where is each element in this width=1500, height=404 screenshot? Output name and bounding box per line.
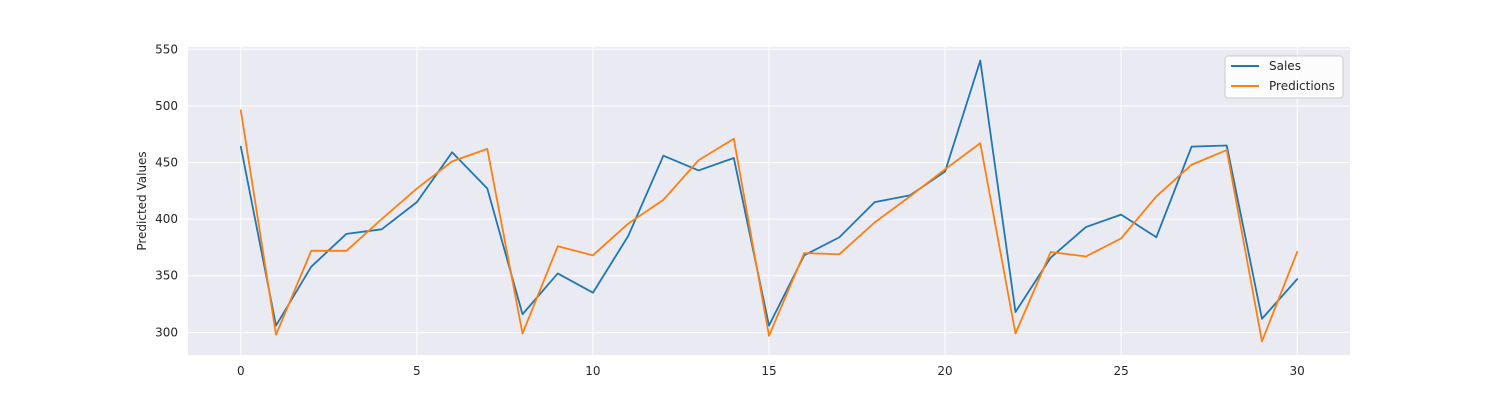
x-tick-label: 10: [585, 364, 600, 378]
x-tick-label: 15: [761, 364, 776, 378]
legend-label: Predictions: [1269, 79, 1335, 93]
x-tick-label: 5: [413, 364, 421, 378]
y-tick-label: 550: [155, 42, 178, 56]
y-tick-label: 400: [155, 212, 178, 226]
y-axis-ticks: 300 350 400 450 500 550: [155, 42, 178, 339]
series-line-sales: [239, 59, 1299, 327]
series-lines: [239, 59, 1299, 343]
y-tick-label: 350: [155, 269, 178, 283]
x-tick-label: 0: [237, 364, 245, 378]
y-tick-label: 500: [155, 99, 178, 113]
x-tick-label: 25: [1113, 364, 1128, 378]
legend-items: Sales Predictions: [1231, 59, 1335, 93]
y-axis-label: Predicted Values: [135, 151, 149, 250]
series-line-predictions: [239, 109, 1299, 343]
x-axis-ticks: 0 5 10 15 20 25 30: [237, 364, 1305, 378]
legend: Sales Predictions: [1224, 55, 1344, 99]
legend-label: Sales: [1269, 59, 1301, 73]
x-tick-label: 20: [937, 364, 952, 378]
grid: [188, 47, 1350, 355]
x-tick-label: 30: [1290, 364, 1305, 378]
y-tick-label: 300: [155, 325, 178, 339]
y-tick-label: 450: [155, 156, 178, 170]
